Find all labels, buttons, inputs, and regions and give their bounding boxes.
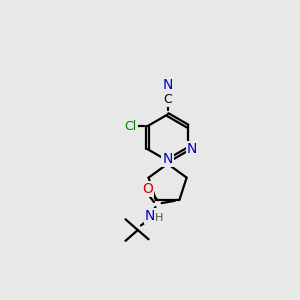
Text: N: N xyxy=(145,209,155,223)
Text: H: H xyxy=(154,213,163,223)
Text: N: N xyxy=(162,152,173,166)
Text: C: C xyxy=(163,93,172,106)
Text: N: N xyxy=(187,142,197,156)
Text: N: N xyxy=(162,78,173,92)
Text: Cl: Cl xyxy=(124,120,137,133)
Text: O: O xyxy=(142,182,153,196)
